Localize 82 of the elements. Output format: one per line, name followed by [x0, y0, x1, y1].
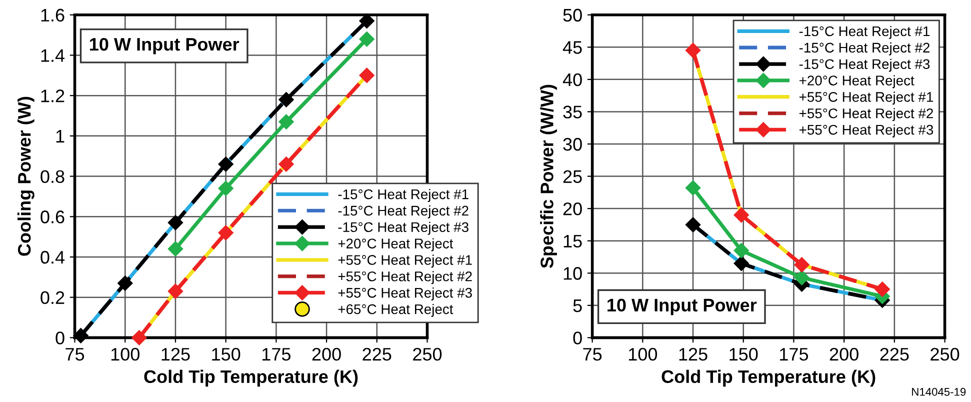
y-tick-label: 1.4: [41, 49, 65, 62]
y-tick-label: 0.4: [40, 250, 65, 264]
y-tick-label: 25: [563, 170, 582, 183]
x-tick-label: 150: [730, 348, 758, 361]
x-tick-label: 250: [930, 348, 960, 361]
point: [132, 330, 147, 346]
x-tick-label: 200: [312, 348, 341, 361]
x-tick-label: 225: [880, 348, 909, 361]
legend-label: -15°C Heat Reject #2: [799, 42, 930, 56]
legend-label: -15°C Heat Reject #3: [799, 58, 930, 72]
x-tick-label: 225: [362, 348, 392, 361]
point: [359, 68, 374, 83]
x-tick-label: 75: [66, 348, 84, 361]
legend-label: +55°C Heat Reject #3: [338, 288, 472, 300]
x-tick-label: 125: [162, 348, 190, 361]
point: [794, 270, 810, 286]
x-tick-label: 250: [413, 348, 442, 361]
point: [734, 256, 749, 272]
y-tick-label: 1.2: [41, 90, 64, 102]
point: [685, 42, 701, 58]
y-tick-label: 0.8: [40, 170, 64, 183]
y-axis-title: Cooling Power (W): [17, 96, 34, 256]
x-tick-label: 150: [212, 348, 240, 361]
x-tick-label: 125: [679, 348, 708, 361]
x-tick-label: 100: [111, 348, 140, 361]
y-tick-label: 0: [573, 332, 582, 344]
point: [118, 276, 133, 291]
legend-label: +55°C Heat Reject #1: [799, 92, 933, 105]
legend-label: +20°C Heat Reject: [338, 238, 454, 252]
text: N14045-19: [912, 388, 966, 396]
legend-label: +55°C Heat Reject #3: [799, 124, 934, 138]
y-tick-label: 30: [563, 138, 582, 151]
point: [734, 207, 749, 223]
x-axis-title: Cold Tip Temperature (K): [662, 370, 876, 387]
point: [278, 92, 294, 108]
legend-label: -15°C Heat Reject #1: [338, 189, 468, 202]
point: [218, 156, 234, 172]
legend-label: +55°C Heat Reject #2: [799, 108, 933, 122]
y-tick-label: 35: [563, 106, 582, 118]
point: [168, 215, 184, 230]
x-axis-title: Cold Tip Temperature (K): [144, 370, 358, 387]
legend-label: +65°C Heat Reject: [338, 304, 454, 317]
point: [359, 32, 374, 47]
point: [218, 180, 234, 196]
legend-label: -15°C Heat Reject #1: [799, 26, 930, 39]
point: [168, 241, 184, 256]
y-tick-label: 45: [562, 41, 582, 54]
y-tick-label: 15: [564, 234, 582, 248]
legend-label: -15°C Heat Reject #2: [338, 205, 468, 218]
point: [794, 257, 810, 272]
point: [685, 217, 701, 232]
x-tick-label: 100: [628, 348, 658, 361]
y-tick-label: 0.2: [40, 291, 64, 304]
point: [218, 225, 234, 240]
point: [685, 180, 701, 196]
x-tick-label: 175: [780, 348, 808, 361]
point: [73, 328, 88, 344]
point: [734, 242, 749, 258]
legend-label: +55°C Heat Reject #1: [338, 254, 472, 268]
point: [278, 114, 294, 130]
y-tick-label: 10: [564, 267, 582, 280]
x-tick-label: 200: [830, 348, 858, 361]
annotation: 10 W Input Power: [90, 38, 240, 54]
point: [168, 284, 184, 299]
annotation: 10 W Input Power: [608, 298, 757, 316]
y-tick-label: 40: [562, 73, 582, 86]
legend-label: -15°C Heat Reject #3: [338, 222, 468, 235]
point: [278, 156, 294, 172]
y-tick-label: 1.6: [41, 8, 64, 22]
y-tick-label: 0: [56, 332, 64, 344]
x-tick-label: 175: [262, 348, 290, 361]
y-tick-label: 50: [563, 8, 582, 22]
y-tick-label: 20: [563, 202, 582, 216]
point: [874, 282, 890, 297]
y-axis-title: Specific Power (W/W): [540, 84, 557, 268]
legend-label: +20°C Heat Reject: [799, 75, 914, 88]
y-tick-label: 5: [573, 300, 582, 312]
x-tick-label: 75: [583, 348, 602, 361]
legend-label: +55°C Heat Reject #2: [338, 271, 472, 284]
point: [359, 13, 374, 28]
y-tick-label: 0.6: [40, 210, 64, 224]
y-tick-label: 1: [56, 130, 64, 142]
